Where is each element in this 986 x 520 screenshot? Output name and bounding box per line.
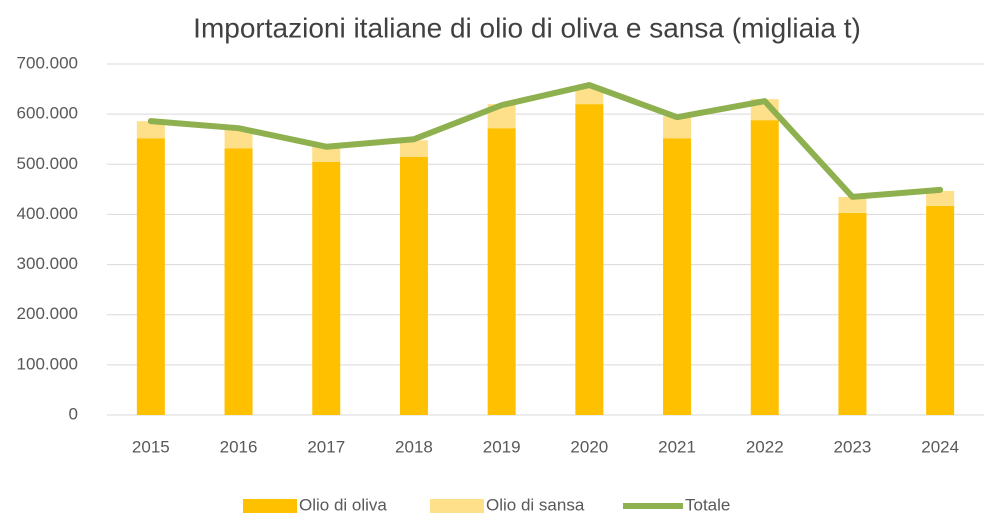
- bar: [926, 205, 955, 415]
- x-tick-label: 2016: [220, 437, 258, 456]
- bar: [926, 190, 955, 206]
- x-tick-label: 2021: [658, 437, 696, 456]
- bar: [838, 196, 867, 213]
- bar: [575, 88, 604, 105]
- line: [147, 82, 944, 200]
- y-tick-label: 500.000: [17, 154, 78, 173]
- legend-swatch: [430, 499, 484, 513]
- bar: [487, 128, 516, 415]
- bar: [312, 161, 341, 415]
- y-tick-label: 300.000: [17, 254, 78, 273]
- legend-label: Totale: [685, 495, 730, 514]
- bar: [312, 146, 341, 162]
- bar: [575, 104, 604, 415]
- y-tick-label: 100.000: [17, 354, 78, 373]
- y-tick-label: 0: [69, 404, 78, 423]
- x-tick-label: 2019: [483, 437, 521, 456]
- bar: [399, 140, 428, 157]
- legend-swatch: [243, 499, 297, 513]
- bar: [224, 129, 253, 149]
- x-tick-label: 2024: [921, 437, 959, 456]
- x-tick-label: 2015: [132, 437, 170, 456]
- bar: [136, 121, 165, 139]
- bar: [224, 148, 253, 416]
- legend-label: Olio di sansa: [486, 495, 585, 514]
- y-tick-label: 200.000: [17, 304, 78, 323]
- x-tick-label: 2018: [395, 437, 433, 456]
- bar: [663, 116, 692, 139]
- x-tick-label: 2017: [307, 437, 345, 456]
- y-tick-label: 700.000: [17, 53, 78, 72]
- bar: [838, 212, 867, 415]
- y-tick-label: 400.000: [17, 204, 78, 223]
- bar: [136, 138, 165, 415]
- legend-label: Olio di oliva: [299, 495, 387, 514]
- chart-title: Importazioni italiane di olio di oliva e…: [193, 12, 861, 43]
- bar: [663, 138, 692, 415]
- x-tick-label: 2023: [834, 437, 872, 456]
- x-tick-label: 2022: [746, 437, 784, 456]
- bar: [399, 156, 428, 415]
- x-tick-label: 2020: [570, 437, 608, 456]
- bar: [750, 120, 779, 415]
- y-tick-label: 600.000: [17, 104, 78, 123]
